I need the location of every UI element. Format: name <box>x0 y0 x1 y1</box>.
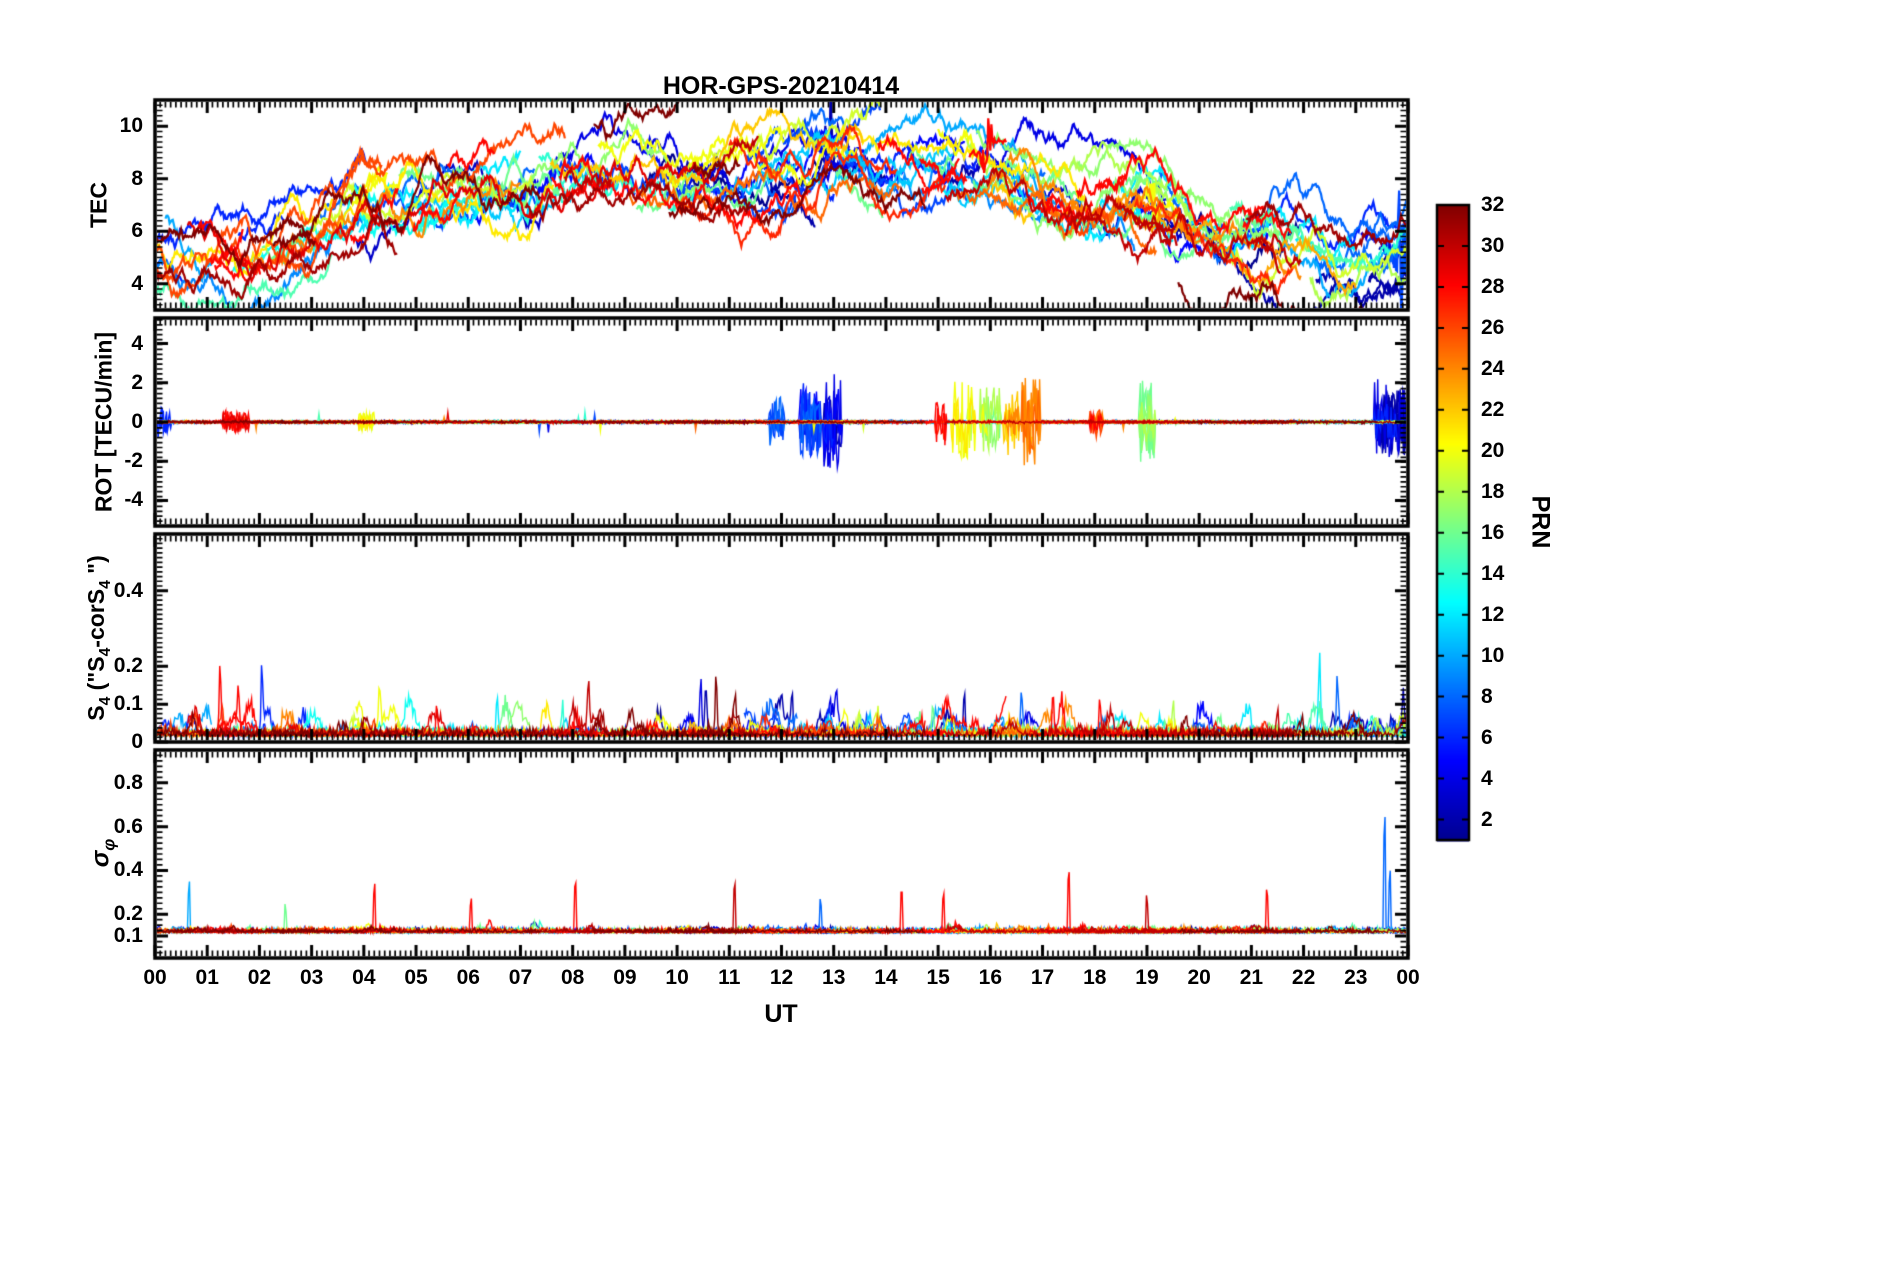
y-tick-label: 4 <box>131 331 143 355</box>
ylabel-s4-text: -corS <box>83 588 110 648</box>
x-tick-label: 23 <box>1344 966 1368 989</box>
x-tick-label: 07 <box>508 966 533 989</box>
x-tick-label: 01 <box>195 966 219 989</box>
y-axis-label-s4: S4 ("S4-corS4 ") <box>83 555 115 721</box>
x-tick-label: 08 <box>560 966 585 989</box>
x-tick-label: 05 <box>404 966 428 989</box>
x-tick-label: 13 <box>822 966 846 989</box>
y-tick-label: 0.6 <box>113 814 143 838</box>
y-tick-label: 4 <box>131 271 143 295</box>
chart-title: HOR-GPS-20210414 <box>662 72 900 100</box>
y-axis-label-tec: TEC <box>85 182 112 228</box>
colorbar-tick-label: 10 <box>1481 643 1505 667</box>
x-tick-label: 00 <box>143 966 167 989</box>
ylabel-s4-text: ("S <box>83 656 110 697</box>
ylabel-s4-text: S <box>83 705 110 721</box>
y-tick-label: 10 <box>119 114 143 138</box>
colorbar-tick-label: 22 <box>1481 397 1505 421</box>
colorbar-tick-label: 2 <box>1481 807 1493 831</box>
y-tick-label: 0.4 <box>113 578 143 602</box>
ylabel-s4-sub: 4 <box>96 647 114 657</box>
colorbar-tick-label: 30 <box>1481 233 1505 257</box>
colorbar-tick-label: 26 <box>1481 315 1505 339</box>
y-tick-label: 0.2 <box>113 902 143 926</box>
colorbar-tick-label: 24 <box>1481 356 1505 380</box>
colorbar-tick-label: 28 <box>1481 274 1505 298</box>
x-tick-label: 09 <box>613 966 637 989</box>
ylabel-sigma-text: σ <box>86 850 115 868</box>
y-tick-label: -4 <box>124 488 143 512</box>
colorbar-tick-label: 32 <box>1481 193 1505 216</box>
colorbar-tick-label: 12 <box>1481 602 1505 626</box>
x-axis-label: UT <box>764 1000 798 1028</box>
colorbar-tick-label: 16 <box>1481 520 1505 544</box>
ylabel-sigma-sub: φ <box>99 838 119 851</box>
x-tick-label: 21 <box>1239 966 1264 989</box>
y-tick-label: 0 <box>131 410 143 433</box>
y-tick-label: 0.1 <box>113 692 143 716</box>
x-tick-label: 11 <box>718 966 741 989</box>
y-tick-label: -2 <box>124 449 143 473</box>
x-tick-label: 20 <box>1187 966 1211 989</box>
x-tick-label: 00 <box>1396 966 1420 989</box>
y-tick-label: 2 <box>131 370 143 394</box>
colorbar-tick-label: 4 <box>1481 766 1493 790</box>
x-tick-label: 15 <box>926 966 950 989</box>
y-tick-label: 6 <box>131 219 143 243</box>
x-tick-label: 17 <box>1030 966 1055 989</box>
y-axis-label-rot: ROT [TECU/min] <box>90 331 117 513</box>
ylabel-s4-text: ") <box>83 555 110 581</box>
x-tick-label: 18 <box>1083 966 1107 989</box>
ylabel-s4-sub: 4 <box>96 696 114 706</box>
y-tick-label: 0.4 <box>113 858 143 882</box>
colorbar-tick-label: 14 <box>1481 561 1505 585</box>
y-tick-label: 0.8 <box>113 770 143 794</box>
x-tick-label: 12 <box>769 966 794 989</box>
x-tick-label: 14 <box>874 966 898 989</box>
x-tick-label: 16 <box>978 966 1003 989</box>
y-tick-label: 0.2 <box>113 654 143 678</box>
y-tick-label: 0 <box>131 730 143 753</box>
colorbar-label: PRN <box>1526 495 1555 549</box>
colorbar-tick-label: 6 <box>1481 725 1493 749</box>
colorbar-tick-label: 8 <box>1481 684 1493 708</box>
y-tick-label: 8 <box>131 166 143 190</box>
x-tick-label: 19 <box>1135 966 1159 989</box>
colorbar-tick-label: 18 <box>1481 479 1505 503</box>
x-tick-label: 03 <box>299 966 324 989</box>
x-tick-label: 22 <box>1291 966 1316 989</box>
x-tick-label: 10 <box>665 966 689 989</box>
x-tick-label: 02 <box>247 966 272 989</box>
x-tick-label: 06 <box>456 966 480 989</box>
colorbar-tick-label: 20 <box>1481 438 1505 462</box>
x-tick-label: 04 <box>352 966 376 989</box>
y-tick-label: 0.1 <box>113 924 143 948</box>
ylabel-s4-sub: 4 <box>96 580 114 589</box>
